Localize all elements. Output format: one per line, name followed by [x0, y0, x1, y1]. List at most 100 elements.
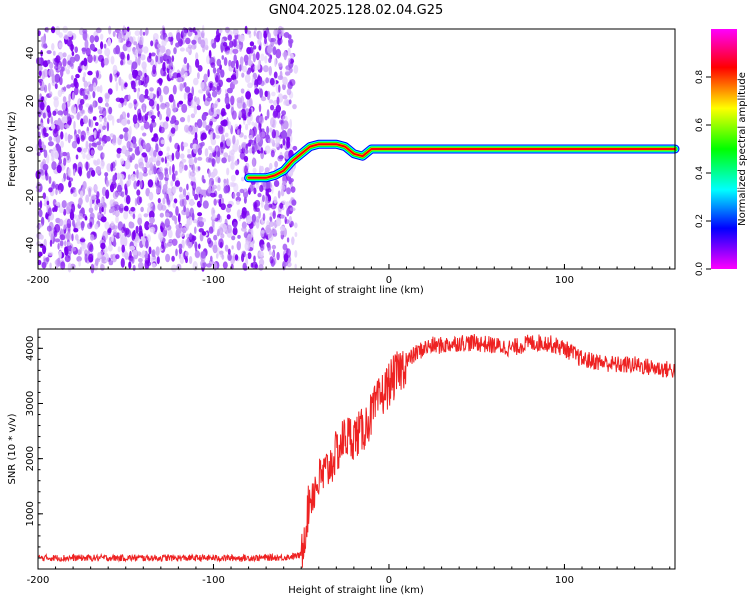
heatmap-noise-blob	[136, 169, 139, 179]
heatmap-noise-blob	[81, 242, 88, 250]
snr-frame	[38, 329, 675, 569]
heatmap-noise-blob	[110, 55, 115, 65]
heatmap-noise-blob	[173, 47, 177, 55]
heatmap-noise-blob	[132, 249, 138, 256]
heatmap-noise-blob	[115, 45, 120, 55]
heatmap-noise-blob	[155, 160, 161, 167]
heatmap-noise-blob	[234, 254, 239, 261]
heatmap-noise-blob	[177, 213, 181, 223]
heatmap-noise-blob	[87, 54, 93, 63]
heatmap-noise-blob	[269, 77, 275, 86]
heatmap-noise-blob	[268, 65, 272, 76]
heatmap-noise-blob	[231, 73, 237, 82]
heatmap-noise-blob	[224, 89, 228, 94]
heatmap-noise-blob	[181, 227, 187, 234]
heatmap-noise-blob	[76, 256, 82, 262]
heatmap-noise-blob	[153, 36, 156, 45]
heatmap-noise-blob	[133, 180, 138, 190]
heatmap-noise-blob	[90, 234, 95, 241]
heatmap-noise-blob	[137, 56, 141, 66]
heatmap-noise-blob	[100, 242, 106, 250]
heatmap-noise-blob	[54, 83, 58, 90]
heatmap-noise-blob	[66, 113, 71, 121]
heatmap-noise-blob	[241, 227, 247, 232]
heatmap-noise-blob	[291, 237, 295, 243]
heatmap-noise-blob	[216, 58, 222, 67]
heatmap-noise-blob	[195, 58, 200, 68]
heatmap-noise-blob	[78, 213, 84, 220]
heatmap-noise-blob	[164, 192, 168, 199]
heatmap-noise-blob	[236, 99, 243, 109]
heatmap-noise-blob	[132, 142, 137, 149]
heatmap-noise-blob	[118, 76, 122, 86]
heatmap-noise-blob	[186, 217, 191, 228]
heatmap-noise-blob	[133, 99, 138, 105]
heatmap-noise-blob	[141, 166, 145, 171]
heatmap-noise-blob	[207, 186, 212, 194]
heatmap-noise-blob	[171, 255, 175, 262]
heatmap-noise-blob	[279, 119, 285, 125]
heatmap-noise-blob	[270, 117, 275, 128]
heatmap-noise-blob	[283, 261, 288, 267]
heatmap-noise-blob	[62, 58, 67, 67]
heatmap-noise-blob	[242, 65, 248, 73]
heatmap-noise-blob	[155, 55, 159, 63]
heatmap-noise-blob	[144, 74, 149, 84]
heatmap-noise-blob	[105, 136, 111, 142]
heatmap-noise-blob	[87, 70, 93, 76]
heatmap-noise-blob	[45, 26, 49, 34]
heatmap-noise-blob	[123, 98, 127, 106]
heatmap-noise-blob	[81, 60, 84, 67]
heatmap-noise-blob	[159, 45, 166, 54]
heatmap-noise-blob	[101, 186, 107, 197]
heatmap-noise-blob	[232, 79, 239, 85]
heatmap-noise-blob	[188, 169, 192, 179]
heatmap-noise-blob	[275, 136, 281, 145]
heatmap-noise-blob	[194, 241, 198, 249]
heatmap-noise-blob	[98, 129, 101, 134]
heatmap-noise-blob	[252, 53, 256, 63]
heatmap-noise-blob	[221, 55, 225, 60]
heatmap-noise-blob	[110, 221, 115, 227]
heatmap-noise-blob	[255, 216, 260, 223]
heatmap-noise-blob	[169, 165, 172, 176]
heatmap-noise-blob	[128, 94, 131, 101]
heatmap-noise-blob	[264, 37, 267, 45]
heatmap-noise-blob	[103, 203, 108, 209]
heatmap-noise-blob	[116, 172, 121, 180]
heatmap-noise-blob	[72, 219, 75, 227]
heatmap-noise-blob	[60, 89, 65, 94]
heatmap-noise-blob	[95, 27, 102, 34]
heatmap-noise-blob	[104, 102, 109, 108]
heatmap-noise-blob	[43, 149, 48, 158]
heatmap-noise-blob	[216, 150, 221, 157]
heatmap-noise-blob	[67, 167, 72, 178]
heatmap-noise-blob	[250, 228, 254, 238]
heatmap-noise-blob	[271, 229, 277, 235]
heatmap-noise-blob	[251, 214, 257, 223]
heatmap-noise-blob	[292, 104, 297, 110]
heatmap-noise-blob	[169, 135, 172, 143]
heatmap-noise-blob	[178, 243, 183, 250]
heatmap-noise-blob	[82, 29, 88, 34]
heatmap-noise-blob	[179, 163, 185, 172]
heatmap-noise-blob	[88, 142, 92, 149]
heatmap-noise-blob	[55, 201, 60, 207]
heatmap-noise-blob	[123, 205, 129, 212]
heatmap-noise-blob	[266, 125, 270, 135]
heatmap-noise-blob	[267, 32, 271, 42]
heatmap-noise-blob	[130, 206, 136, 212]
heatmap-noise-blob	[126, 29, 131, 38]
heatmap-noise-blob	[191, 86, 194, 97]
heatmap-noise-blob	[200, 134, 204, 142]
heatmap-noise-blob	[235, 44, 242, 49]
heatmap-noise-blob	[204, 148, 209, 157]
heatmap-noise-blob	[232, 135, 236, 145]
heatmap-noise-blob	[175, 149, 180, 160]
heatmap-noise-blob	[105, 189, 110, 199]
heatmap-noise-blob	[88, 187, 92, 197]
heatmap-noise-blob	[163, 85, 170, 95]
heatmap-noise-blob	[126, 112, 130, 118]
heatmap-noise-blob	[164, 218, 170, 228]
heatmap-noise-blob	[287, 47, 291, 57]
